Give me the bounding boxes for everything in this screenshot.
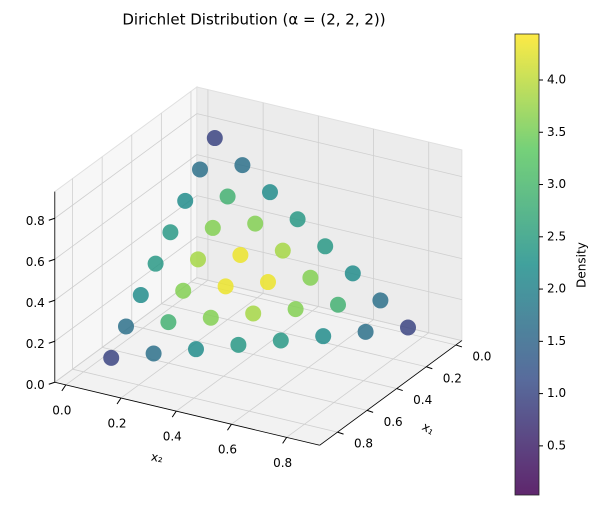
point (234, 157, 251, 174)
colorbar-tick-label: 1.5 (547, 334, 566, 348)
y-tick (171, 410, 177, 418)
x-tick (366, 409, 374, 413)
x-tick-label: 0.4 (413, 393, 432, 407)
chart-title: Dirichlet Distribution (α = (2, 2, 2)) (122, 11, 385, 29)
y-axis-label: x₂ (150, 450, 164, 466)
point (132, 287, 149, 304)
y-tick-label: 0.8 (273, 456, 292, 470)
axis-line (54, 381, 320, 446)
point (232, 246, 249, 263)
point (272, 332, 289, 349)
z-tick-label: 0.0 (26, 378, 45, 392)
grid-line (231, 319, 374, 425)
point (103, 349, 120, 366)
x-axis-label: x₁ (420, 420, 437, 438)
point (357, 323, 374, 340)
y-tick (116, 397, 122, 405)
x-tick (426, 366, 433, 370)
point (219, 188, 236, 205)
colorbar-tick-label: 1.0 (547, 386, 566, 400)
z-tick (48, 299, 55, 303)
grid-line (54, 113, 198, 219)
grid-line (54, 195, 198, 301)
point (317, 238, 334, 255)
point (177, 192, 194, 209)
point (315, 328, 332, 345)
colorbar-tick-label: 2.0 (547, 282, 566, 296)
point (217, 278, 234, 295)
point (202, 309, 219, 326)
point (175, 282, 192, 299)
point (188, 341, 204, 358)
point (145, 345, 162, 362)
grid-line (102, 346, 368, 411)
x-tick-label: 0.8 (354, 437, 373, 451)
point (190, 251, 206, 268)
point (274, 242, 291, 259)
x-tick (337, 431, 344, 435)
grid-line (72, 368, 338, 433)
point (247, 215, 264, 232)
point (372, 292, 389, 309)
grid-line (196, 195, 462, 259)
x-tick (396, 388, 403, 392)
y-tick-label: 0.4 (163, 430, 182, 444)
point (287, 301, 304, 318)
point (302, 269, 319, 286)
z-tick-label: 0.4 (26, 296, 45, 310)
colorbar-tick-label: 4.0 (547, 72, 566, 86)
y-tick-label: 0.2 (107, 417, 126, 431)
point (204, 219, 221, 236)
point (245, 305, 262, 322)
grid-line (196, 113, 462, 177)
point (230, 336, 247, 353)
colorbar-tick-label: 2.5 (547, 229, 566, 243)
point (262, 184, 278, 201)
x-tick (455, 344, 463, 348)
grid-line (54, 154, 198, 260)
y-tick (282, 437, 288, 444)
grid-line (286, 332, 429, 438)
point (162, 224, 179, 241)
grid-line (54, 236, 198, 342)
point (160, 314, 177, 331)
z-tick (48, 258, 55, 262)
grid-line (176, 306, 319, 412)
y-tick (61, 384, 67, 392)
colorbar-tick-label: 3.0 (547, 177, 566, 191)
z-tick-label: 0.2 (26, 337, 45, 351)
z-tick (48, 340, 55, 344)
grid-line (196, 277, 462, 341)
y-tick (227, 423, 232, 431)
point (192, 161, 208, 178)
point (206, 130, 223, 147)
point (118, 318, 134, 335)
point (260, 274, 276, 291)
x-tick-label: 0.2 (443, 371, 462, 385)
point (289, 211, 306, 228)
point (330, 296, 346, 313)
z-tick (48, 217, 55, 221)
point (147, 255, 164, 272)
point (400, 319, 416, 336)
colorbar-tick-label: 0.5 (547, 438, 566, 452)
colorbar-label: Density (575, 242, 589, 288)
y-tick-label: 0.6 (218, 443, 237, 457)
axis-line (319, 340, 463, 446)
z-tick-label: 0.6 (26, 255, 45, 269)
y-tick-label: 0.0 (52, 403, 71, 417)
colorbar (514, 33, 540, 496)
z-tick (48, 381, 55, 385)
x-tick-label: 0.6 (384, 415, 403, 429)
grid-line (131, 325, 397, 389)
point (344, 265, 361, 282)
colorbar-tick-label: 3.5 (547, 125, 566, 139)
x-tick-label: 0.0 (472, 349, 491, 363)
z-tick-label: 0.8 (26, 214, 45, 228)
